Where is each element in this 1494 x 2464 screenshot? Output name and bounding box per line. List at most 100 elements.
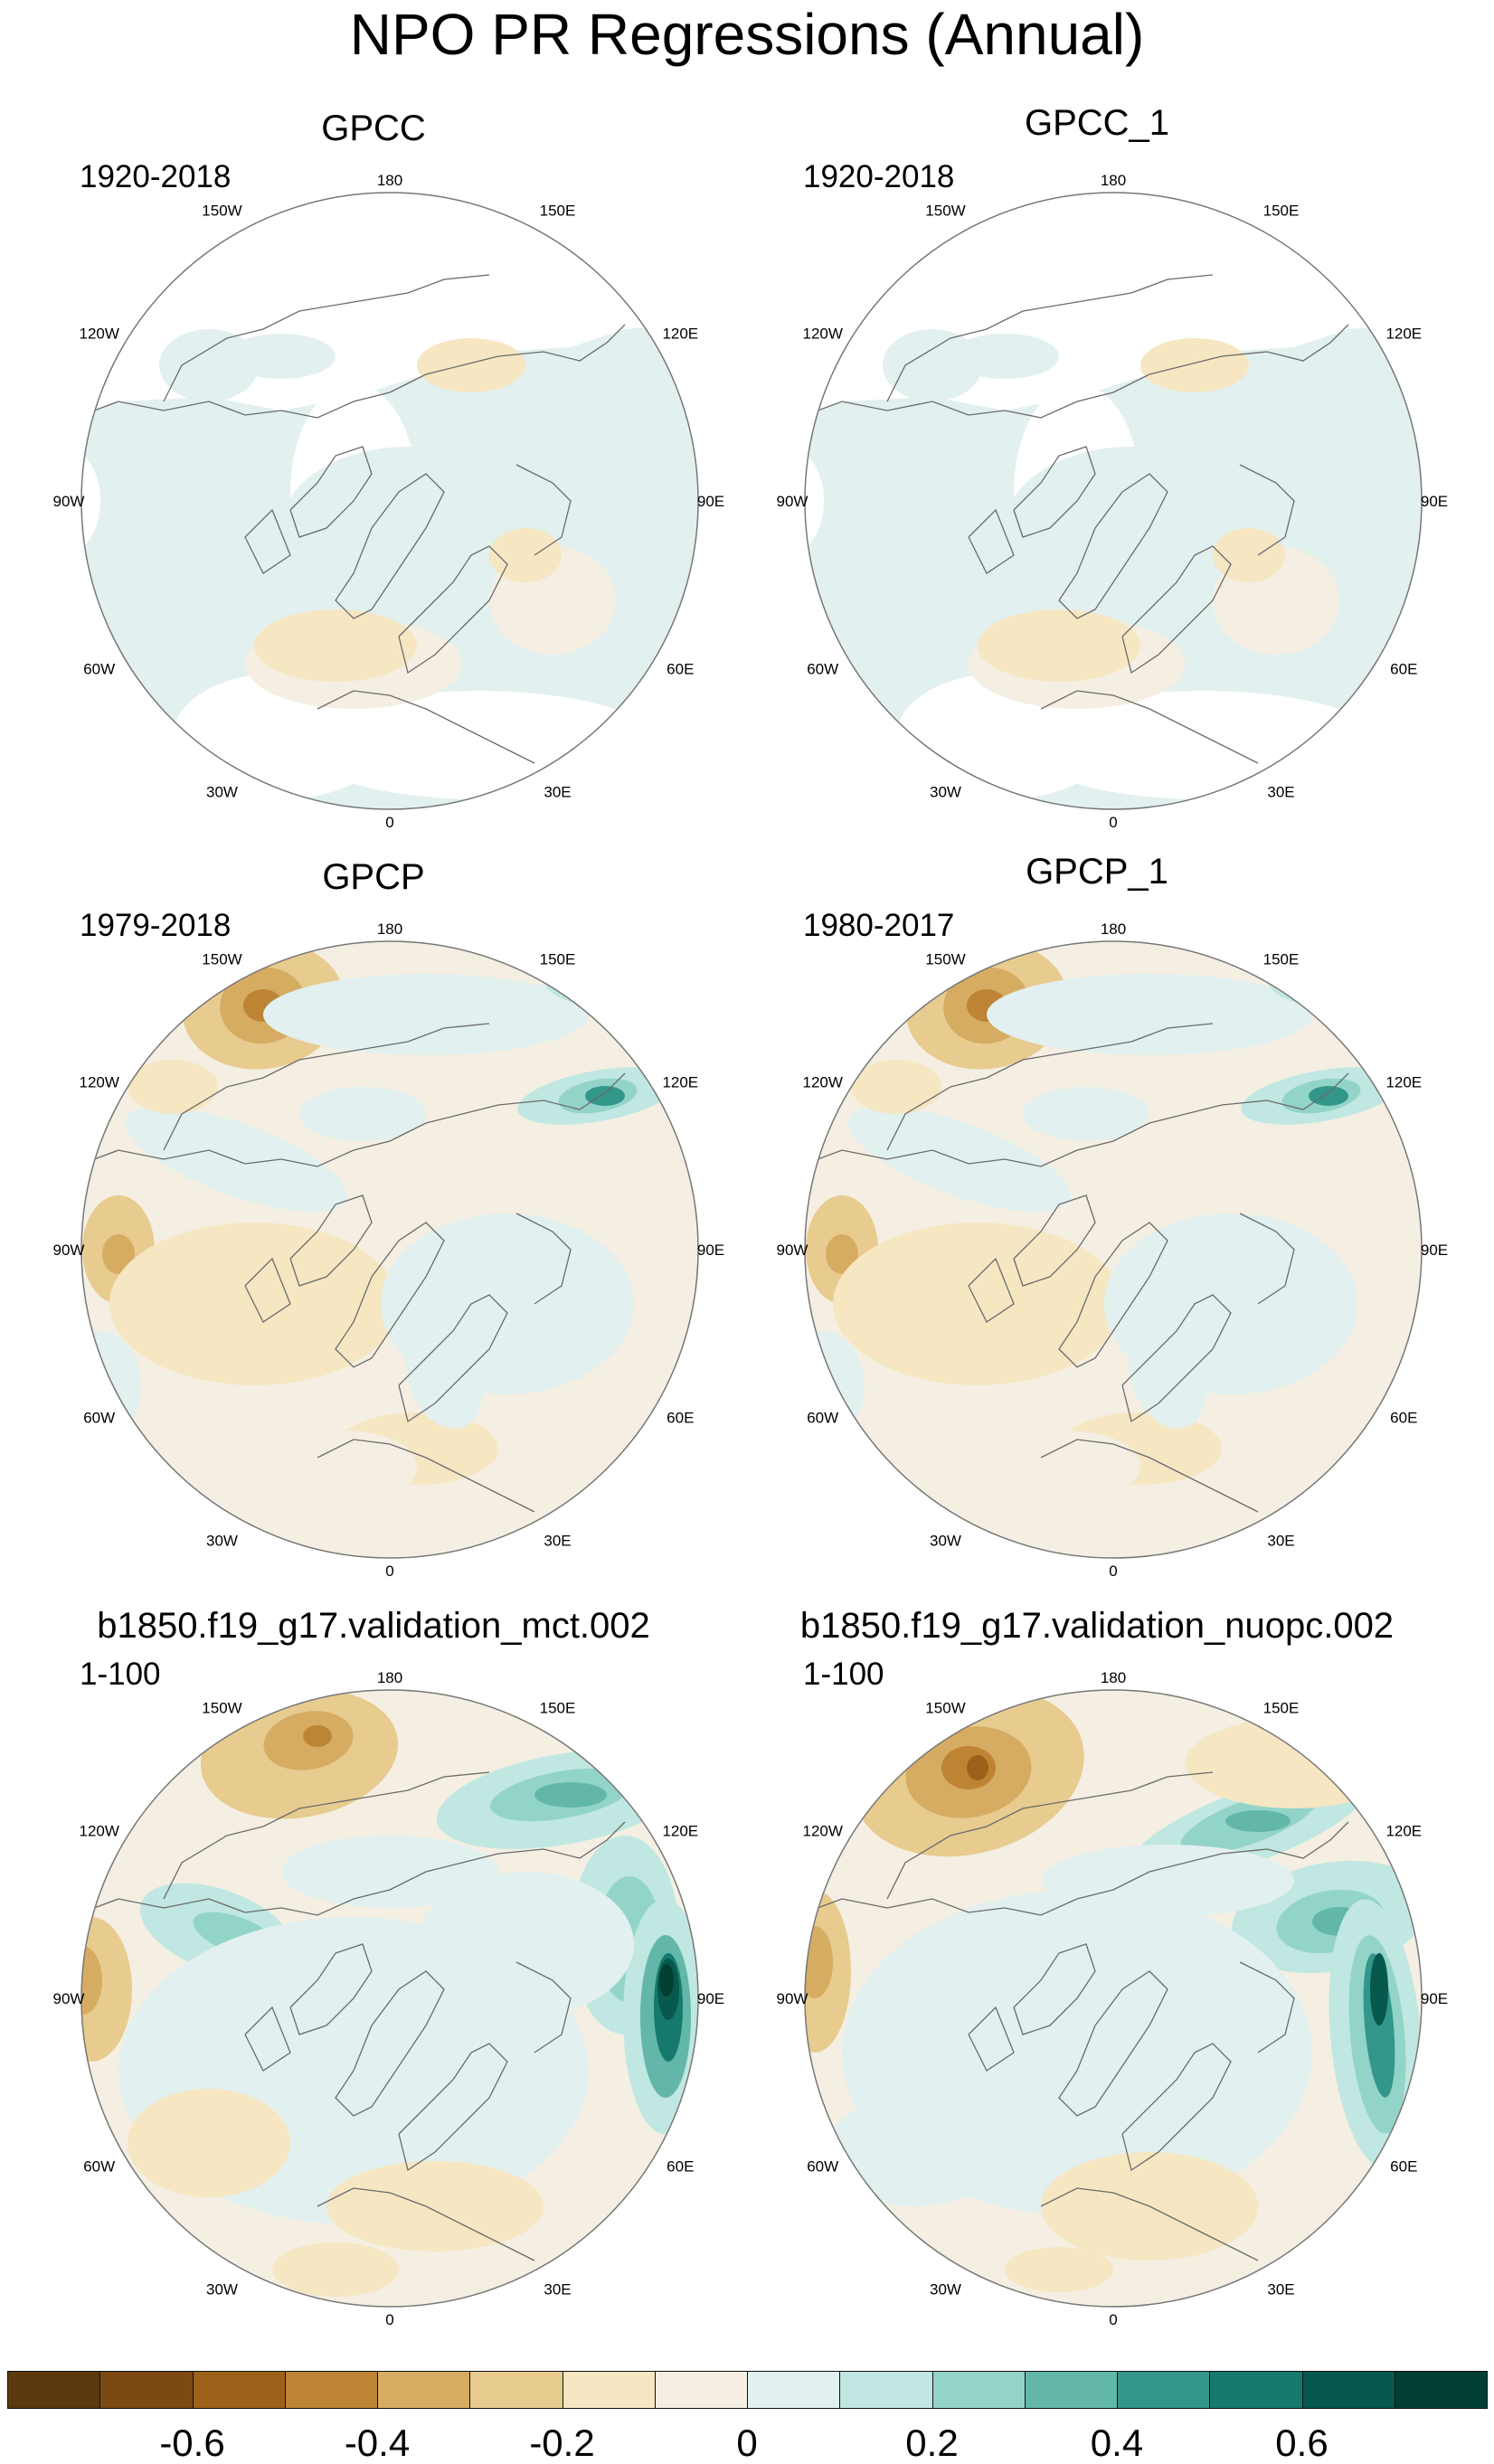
longitude-label: 150W [202,1700,241,1717]
contour-region [109,431,236,498]
longitude-label: 30E [1267,783,1294,800]
panel-period: 1979-2018 [80,908,232,943]
longitude-label: 150E [540,1700,576,1717]
contour-region [978,609,1140,682]
longitude-label: 90E [697,1241,724,1259]
contour-region [659,1964,674,1997]
longitude-label: 150E [540,203,576,220]
coastline [81,1821,626,1916]
panel-period: 1920-2018 [80,159,232,194]
longitude-label: 150E [1263,203,1300,220]
coastline [398,2043,508,2172]
longitude-label: 120E [662,326,698,343]
polar-map: 180 150E 120E 90E 60E 30E 0 30W 60W 90W 120W 150W [777,172,1449,831]
coastline [289,1943,373,2035]
map-boundary [80,192,699,810]
longitude-label: 150W [925,951,965,968]
coastline [289,1194,373,1287]
contour-region [405,1323,483,1430]
map-boundary [80,1689,699,2308]
coastline [81,324,626,419]
coastline [398,1294,508,1423]
coastline [244,508,291,574]
coastline [1121,2043,1232,2172]
map-field [805,193,1422,809]
contour-region [272,1430,417,1503]
longitude-label: 60W [807,661,838,678]
panel-title: GPCP_1 [1026,852,1168,892]
contour-region [805,1926,833,1998]
longitude-label: 180 [1101,920,1126,938]
longitude-label: 90E [1421,1241,1448,1259]
longitude-label: 60W [83,1410,115,1427]
longitude-label: 150E [540,951,576,968]
contour-region [1005,2247,1113,2292]
longitude-label: 90W [53,493,85,510]
contour-region [299,1087,426,1141]
panel-period: 1-100 [803,1657,884,1692]
coastline [317,690,535,764]
contour-region [263,974,589,1055]
longitude-label: 150W [925,203,965,220]
longitude-label: 30W [930,783,961,800]
longitude-label: 90W [777,1990,808,2007]
contour-region [851,1060,941,1114]
polar-map: 180 150E 120E 90E 60E 30E 0 30W 60W 90W 120W 150W [777,1669,1449,2328]
longitude-label: 180 [1101,1669,1126,1686]
panel-nuopc: 180 150E 120E 90E 60E 30E 0 30W 60W 90W 120W 150W b… [723,1604,1470,2353]
longitude-label: 0 [1109,814,1117,831]
colorbar-tick-label: -0.4 [344,2422,411,2464]
longitude-label: 60W [807,2158,838,2176]
longitude-label: 90E [1421,493,1448,510]
longitude-label: 180 [377,1669,402,1686]
longitude-label: 90E [1421,1990,1448,2007]
coastline [1058,1222,1168,1368]
colorbar-tick-label: 0 [736,2422,758,2464]
longitude-label: 180 [377,920,402,938]
polar-map: 180 150E 120E 90E 60E 30E 0 30W 60W 90W 120W 150W [53,172,725,831]
contour-region [996,1430,1140,1503]
contour-region [826,1234,858,1274]
longitude-label: 180 [1101,172,1126,189]
panel-title: GPCP [322,857,425,897]
coastline [1121,1294,1232,1423]
longitude-label: 120E [1385,1823,1422,1840]
colorbar-swatch [99,2371,194,2409]
panel-title: b1850.f19_g17.validation_nuopc.002 [799,1606,1395,1646]
longitude-label: 120W [79,326,118,343]
colorbar-swatch [192,2371,286,2409]
longitude-label: 120W [79,1823,118,1840]
colorbar-swatch [747,2371,841,2409]
longitude-label: 150W [202,951,241,968]
longitude-label: 150W [925,1700,965,1717]
contour-region [489,528,562,582]
contour-region [426,401,571,492]
longitude-label: 30E [1267,2280,1294,2298]
contour-region [272,2242,399,2297]
coastline [335,473,445,619]
colorbar [7,2371,1488,2409]
polar-map: 180 150E 120E 90E 60E 30E 0 30W 60W 90W 120W 150W [777,920,1449,1580]
longitude-label: 60E [667,2158,694,2176]
longitude-label: 150W [202,203,241,220]
contour-region [254,609,417,682]
colorbar-swatch [839,2371,933,2409]
contour-region [950,334,1059,379]
contour-region [848,1106,1071,1213]
contour-region [128,1060,218,1114]
contour-region [281,1836,498,1908]
colorbar-tick-label: 0.2 [905,2422,959,2464]
colorbar-swatch [7,2371,101,2409]
main-title: NPO PR Regressions (Annual) [349,2,1145,67]
coastline [1040,2187,1259,2261]
coastline [805,1821,1349,1916]
contour-region [1370,1953,1388,2025]
contour-region [1276,438,1330,546]
panel-title: b1850.f19_g17.validation_mct.002 [97,1606,650,1646]
panel-mct: 180 150E 120E 90E 60E 30E 0 30W 60W 90W 120W 150W b… [0,1604,747,2353]
map-field [81,1690,698,2307]
contour-region [1225,1810,1291,1832]
longitude-label: 150E [1263,951,1300,968]
coastline [317,1439,535,1513]
contour-region [534,1782,607,1808]
